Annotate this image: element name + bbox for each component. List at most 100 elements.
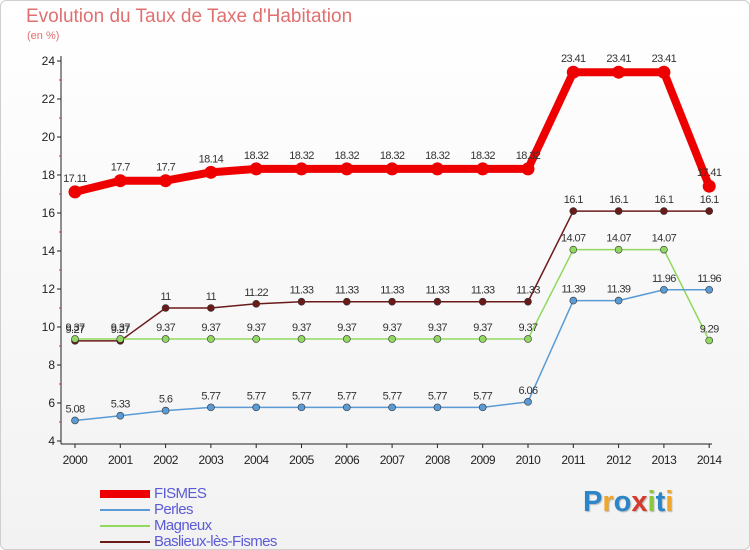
data-point	[660, 207, 668, 215]
data-label: 9.37	[473, 322, 492, 334]
data-label: 11	[206, 291, 217, 303]
data-point	[702, 179, 716, 193]
y-tick-label: 18	[42, 168, 56, 182]
legend-swatch	[100, 509, 150, 511]
data-point	[207, 304, 215, 312]
data-label: 5.77	[428, 390, 447, 402]
legend-item: Magneux	[100, 517, 350, 534]
data-label: 5.08	[65, 403, 84, 415]
data-label: 5.77	[383, 390, 402, 402]
y-tick-label: 20	[42, 130, 56, 144]
data-point	[433, 403, 442, 412]
data-point	[478, 335, 487, 343]
data-point	[478, 297, 487, 306]
data-point	[161, 406, 170, 415]
x-tick-label: 2002	[153, 453, 179, 467]
data-point	[342, 403, 351, 412]
data-label: 16.1	[609, 194, 628, 206]
data-label: 11.33	[471, 285, 495, 297]
data-point	[614, 296, 623, 305]
data-label: 18.32	[244, 150, 269, 162]
data-point	[657, 65, 671, 79]
data-label: 18.14	[199, 153, 224, 165]
data-label: 11.39	[607, 284, 631, 296]
legend-item: Baslieux-lès-Fismes	[100, 533, 350, 550]
y-tick-label: 22	[42, 92, 56, 106]
x-tick-label: 2007	[380, 453, 406, 467]
proxiti-logo: Proxiti	[583, 486, 674, 518]
data-point	[524, 398, 532, 406]
legend-item: Perles	[100, 501, 350, 518]
data-point	[705, 336, 714, 345]
data-label: 14.07	[652, 233, 677, 245]
y-tick-label: 10	[42, 320, 56, 334]
line-chart: 4 6 8 10 12 14 16 18 20 22 24 2000 2001 2002 2003 2004 2…	[42, 53, 723, 467]
legend-swatch	[100, 490, 150, 498]
legend-swatch	[100, 525, 150, 527]
data-point	[161, 304, 170, 312]
data-label: 11.33	[335, 285, 359, 297]
x-tick-label: 2006	[334, 453, 360, 467]
data-point	[388, 297, 396, 306]
data-point	[614, 207, 623, 215]
data-point	[705, 285, 714, 294]
x-tick-label: 2011	[561, 453, 586, 467]
data-label: 9.27	[65, 324, 84, 336]
data-point	[207, 335, 215, 343]
legend-label: Magneux	[154, 517, 212, 534]
x-tick-label: 2000	[63, 453, 89, 467]
y-tick-label: 4	[48, 434, 55, 448]
data-label: 11.33	[426, 285, 450, 297]
data-point	[204, 165, 218, 179]
data-label: 5.77	[337, 390, 356, 402]
data-point	[566, 65, 580, 79]
data-label: 23.41	[606, 53, 631, 65]
data-label: 5.77	[292, 390, 311, 402]
data-point	[159, 174, 173, 188]
data-point	[388, 335, 396, 343]
data-point	[340, 162, 354, 176]
data-point	[113, 174, 127, 188]
data-label: 18.32	[470, 150, 495, 162]
data-point	[71, 416, 79, 425]
data-label: 9.37	[247, 322, 266, 334]
data-label: 11.33	[516, 285, 540, 297]
data-label: 11.33	[290, 285, 314, 297]
data-label: 11.96	[697, 273, 721, 285]
data-point	[207, 403, 215, 412]
data-label: 6.06	[518, 385, 537, 397]
data-label: 23.41	[561, 53, 586, 65]
data-label: 17.11	[63, 173, 87, 185]
data-point	[569, 245, 578, 254]
data-label: 11	[160, 291, 171, 303]
legend-swatch	[100, 541, 150, 543]
data-point	[569, 296, 578, 305]
legend-label: Perles	[154, 501, 194, 518]
x-tick-label: 2012	[606, 453, 632, 467]
data-point	[249, 162, 263, 176]
data-label: 18.32	[425, 150, 450, 162]
data-label: 16.1	[654, 194, 673, 206]
data-point	[388, 403, 396, 412]
data-point	[342, 297, 351, 306]
chart-subtitle: (en %)	[27, 30, 60, 42]
data-label: 17.7	[156, 162, 175, 174]
data-label: 9.37	[201, 322, 220, 334]
data-label: 9.37	[292, 322, 311, 334]
data-point	[295, 162, 308, 176]
data-label: 9.37	[65, 322, 84, 334]
data-point	[68, 185, 82, 199]
data-label: 5.77	[201, 390, 220, 402]
data-label: 18.32	[289, 150, 314, 162]
data-label: 9.37	[337, 322, 356, 334]
data-point	[614, 245, 623, 254]
legend: FISMES Perles Magneux Baslieux-lès-Fismes	[100, 485, 350, 550]
data-label: 23.41	[652, 53, 677, 65]
y-tick-label: 12	[42, 282, 56, 296]
data-point	[116, 335, 125, 343]
y-tick-label: 8	[48, 358, 55, 372]
data-label: 17.7	[111, 162, 130, 174]
data-point	[521, 162, 535, 176]
data-label: 16.1	[700, 194, 719, 206]
